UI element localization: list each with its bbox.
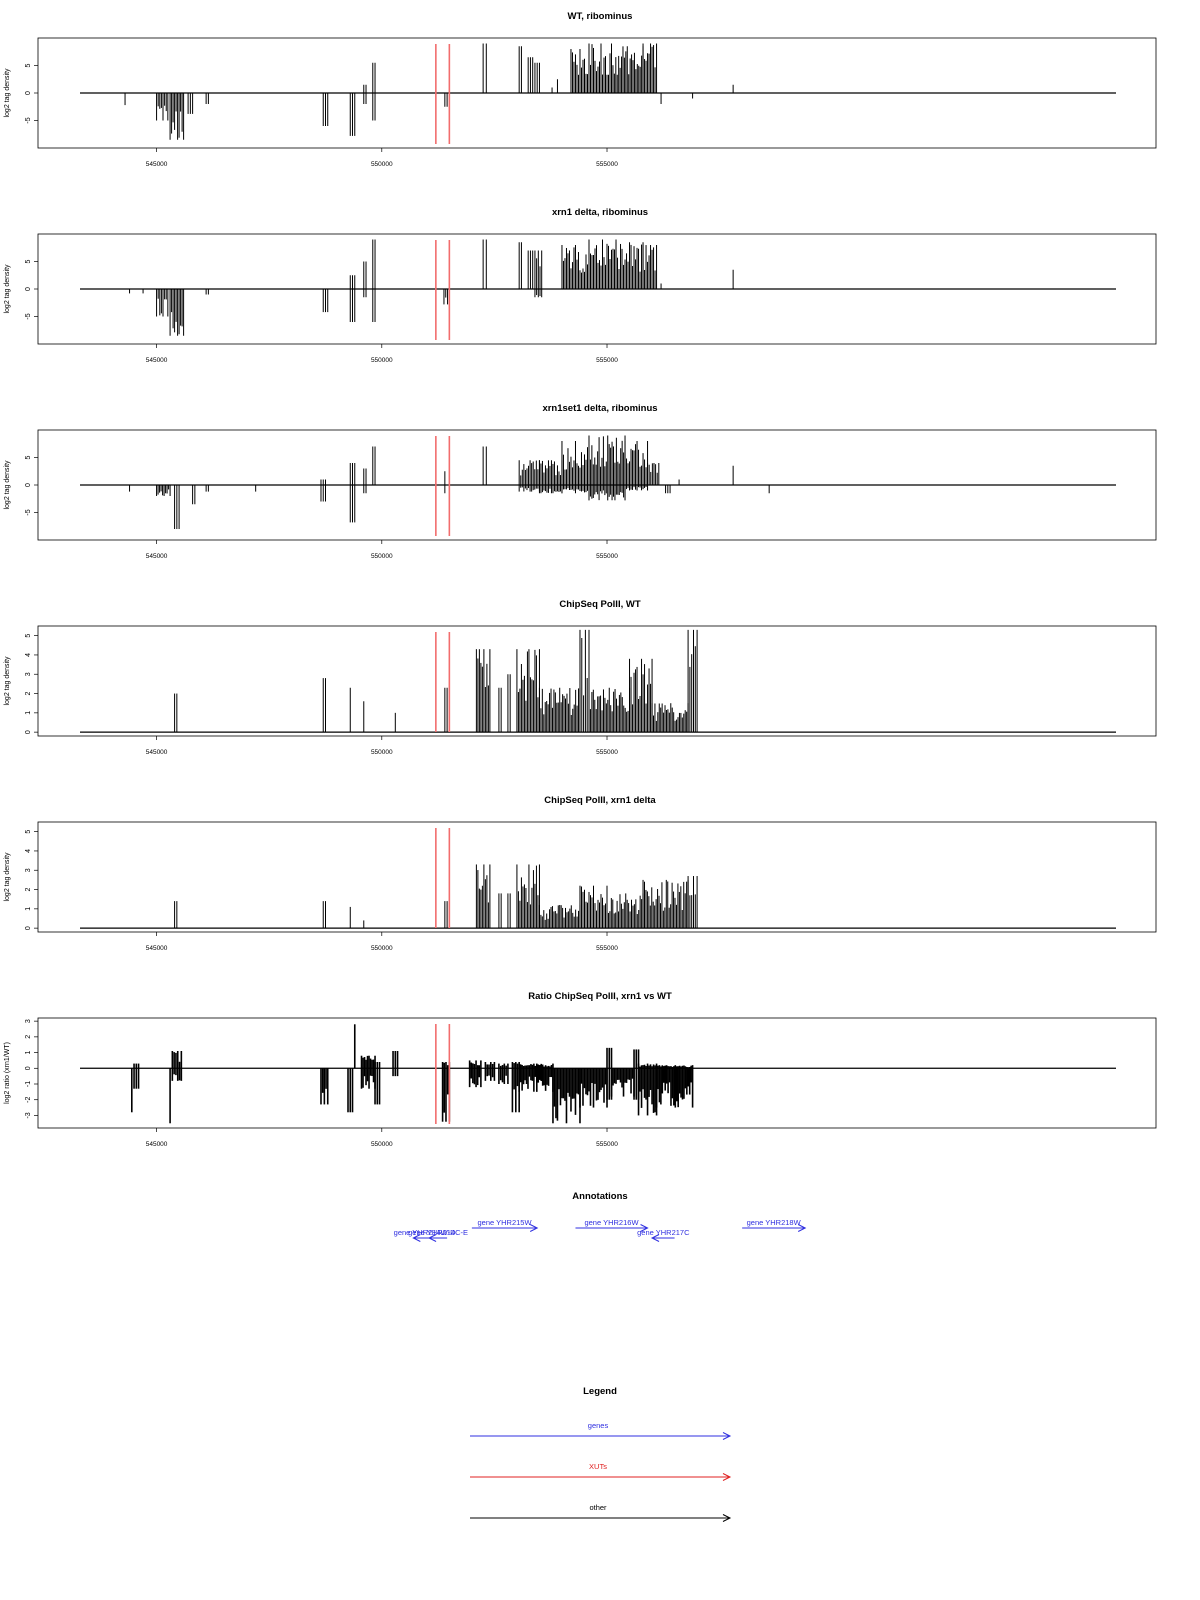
gene-arrowhead: [640, 1224, 649, 1232]
x-tick-label: 555000: [596, 749, 618, 756]
panel-title: WT, ribominus: [568, 11, 633, 22]
panel-ratio: Ratio ChipSeq PolII, xrn1 vs WT log2 rati…: [4, 991, 1157, 1148]
gene-arrowhead: [412, 1234, 421, 1242]
y-tick-label: 3: [25, 1019, 32, 1023]
y-axis-label: log2 tag density: [4, 460, 11, 510]
y-axis-label: log2 tag density: [4, 264, 11, 314]
y-tick-label: 3: [25, 868, 32, 872]
gene-label: gene YHR216W: [584, 1218, 639, 1227]
y-tick-label: 0: [25, 1066, 32, 1070]
y-tick-label: -2: [25, 1097, 32, 1103]
panel-xrn1: xrn1 delta, ribominus log2 tag density -5 0…: [4, 207, 1157, 364]
plot-frame: [37, 1017, 1157, 1129]
y-tick-label: 3: [25, 672, 32, 676]
gene-label: gene YHR217C: [637, 1228, 690, 1237]
gene-label: gene YHR218W: [747, 1218, 802, 1227]
panel-title: Ratio ChipSeq PolII, xrn1 vs WT: [528, 991, 672, 1002]
x-tick-label: 550000: [371, 553, 393, 560]
x-tick-label: 545000: [146, 161, 168, 168]
y-axis-label: log2 tag density: [4, 852, 11, 902]
y-tick-label: 2: [25, 887, 32, 891]
x-tick-label: 545000: [146, 1141, 168, 1148]
gene-arrowhead: [427, 1234, 437, 1242]
x-tick-label: 555000: [596, 357, 618, 364]
x-tick-label: 550000: [371, 945, 393, 952]
panel-wt: WT, ribominus log2 tag density -5 0 5 545000 5…: [4, 11, 1157, 168]
bar-series: [124, 43, 734, 140]
y-tick-label: 0: [25, 483, 32, 487]
panel-title: xrn1 delta, ribominus: [552, 207, 648, 218]
x-tick-label: 545000: [146, 357, 168, 364]
x-tick-label: 545000: [146, 945, 168, 952]
y-tick-label: 5: [25, 63, 32, 67]
plot-frame: [37, 625, 1157, 737]
legend-arrowhead: [722, 1432, 732, 1440]
panel-xrn1set1: xrn1set1 delta, ribominus log2 tag densit…: [4, 403, 1157, 560]
bar-series: [131, 1024, 694, 1124]
legend-title: Legend: [583, 1386, 617, 1397]
bar-series: [129, 239, 734, 336]
x-tick-label: 545000: [146, 553, 168, 560]
panel-title: ChipSeq PolII, xrn1 delta: [544, 795, 656, 806]
y-axis-label: log2 tag density: [4, 68, 11, 118]
gene-arrowhead: [529, 1224, 539, 1232]
x-tick-label: 550000: [371, 749, 393, 756]
x-tick-label: 555000: [596, 1141, 618, 1148]
y-tick-label: 1: [25, 907, 32, 911]
legend-label: XUTs: [589, 1462, 607, 1471]
x-tick-label: 555000: [596, 161, 618, 168]
y-tick-label: -1: [25, 1081, 32, 1087]
x-tick-label: 550000: [371, 357, 393, 364]
x-tick-label: 550000: [371, 1141, 393, 1148]
y-tick-label: 5: [25, 830, 32, 834]
legend-label: genes: [588, 1421, 609, 1430]
bar-series: [129, 435, 770, 529]
panel-title: xrn1set1 delta, ribominus: [542, 403, 657, 414]
y-tick-label: -5: [25, 117, 32, 123]
legend-label: other: [589, 1503, 607, 1512]
gene-label: gene YHR214W-D: [394, 1228, 456, 1237]
y-axis-label: log2 ratio (xrn1/WT): [4, 1042, 11, 1104]
x-tick-label: 545000: [146, 749, 168, 756]
y-tick-label: 1: [25, 711, 32, 715]
gene-label: gene YHR214C-E: [408, 1228, 468, 1237]
legend-arrowhead: [722, 1514, 732, 1522]
x-tick-label: 555000: [596, 553, 618, 560]
bar-series: [174, 864, 698, 929]
y-tick-label: 2: [25, 1035, 32, 1039]
plot-frame: [37, 821, 1157, 933]
y-tick-label: 4: [25, 653, 32, 657]
gene-arrowhead: [650, 1234, 660, 1242]
x-tick-label: 550000: [371, 161, 393, 168]
gene-label: gene YHR215W: [478, 1218, 533, 1227]
panel-chip_xrn1: ChipSeq PolII, xrn1 delta log2 tag densit…: [4, 795, 1157, 952]
x-tick-label: 555000: [596, 945, 618, 952]
y-tick-label: -5: [25, 313, 32, 319]
y-tick-label: 5: [25, 259, 32, 263]
y-tick-label: 2: [25, 691, 32, 695]
y-axis-label: log2 tag density: [4, 656, 11, 706]
y-tick-label: 0: [25, 287, 32, 291]
legend-arrowhead: [722, 1473, 732, 1481]
y-tick-label: 5: [25, 634, 32, 638]
annotations-title: Annotations: [572, 1191, 627, 1202]
y-tick-label: -3: [25, 1112, 32, 1118]
y-tick-label: 0: [25, 730, 32, 734]
y-tick-label: 4: [25, 849, 32, 853]
y-tick-label: 0: [25, 91, 32, 95]
y-tick-label: 5: [25, 455, 32, 459]
gene-arrowhead: [797, 1224, 807, 1232]
y-tick-label: -5: [25, 509, 32, 515]
y-tick-label: 0: [25, 926, 32, 930]
legend: Legend genes XUTs other: [470, 1386, 732, 1522]
y-tick-label: 1: [25, 1051, 32, 1055]
panel-title: ChipSeq PolII, WT: [559, 599, 640, 610]
